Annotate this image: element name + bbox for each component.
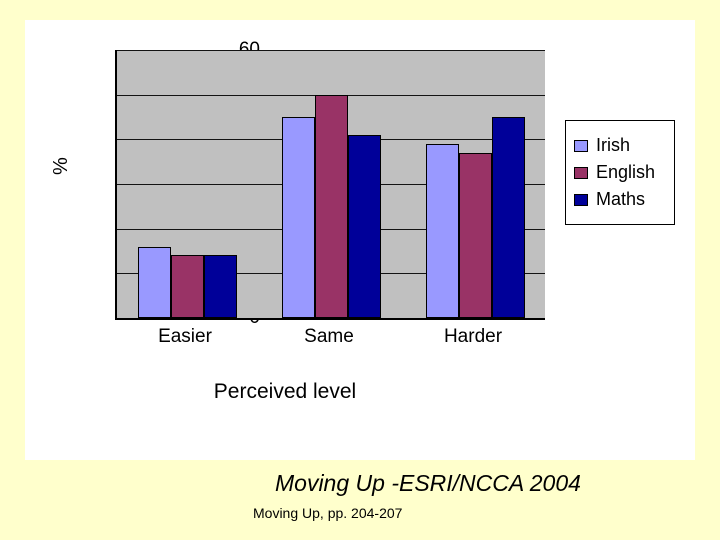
bar-english-harder: [459, 153, 492, 318]
page-root: % 0102030405060 EasierSameHarder Perceiv…: [0, 0, 720, 540]
legend-item: English: [574, 162, 666, 183]
chart-card: % 0102030405060 EasierSameHarder Perceiv…: [25, 20, 695, 460]
bar-english-easier: [171, 255, 204, 318]
legend-label: Maths: [596, 189, 645, 210]
legend-item: Maths: [574, 189, 666, 210]
legend-swatch-icon: [574, 167, 588, 179]
y-axis-title: %: [50, 157, 73, 175]
legend: Irish English Maths: [565, 120, 675, 225]
category-label: Easier: [136, 326, 235, 348]
legend-item: Irish: [574, 135, 666, 156]
bar-irish-harder: [426, 144, 459, 318]
bar-maths-harder: [492, 117, 525, 318]
legend-swatch-icon: [574, 194, 588, 206]
bar-maths-same: [348, 135, 381, 318]
bar-irish-same: [282, 117, 315, 318]
bar-english-same: [315, 95, 348, 318]
bar-irish-easier: [138, 247, 171, 318]
source-sub: Moving Up, pp. 204-207: [253, 505, 402, 521]
legend-label: English: [596, 162, 655, 183]
legend-label: Irish: [596, 135, 630, 156]
gridline: [117, 50, 545, 51]
x-axis-title: Perceived level: [25, 380, 545, 404]
category-label: Harder: [424, 326, 523, 348]
legend-swatch-icon: [574, 140, 588, 152]
category-label: Same: [280, 326, 379, 348]
bar-maths-easier: [204, 255, 237, 318]
source-main: Moving Up -ESRI/NCCA 2004: [275, 470, 581, 497]
plot-area: [115, 50, 545, 320]
